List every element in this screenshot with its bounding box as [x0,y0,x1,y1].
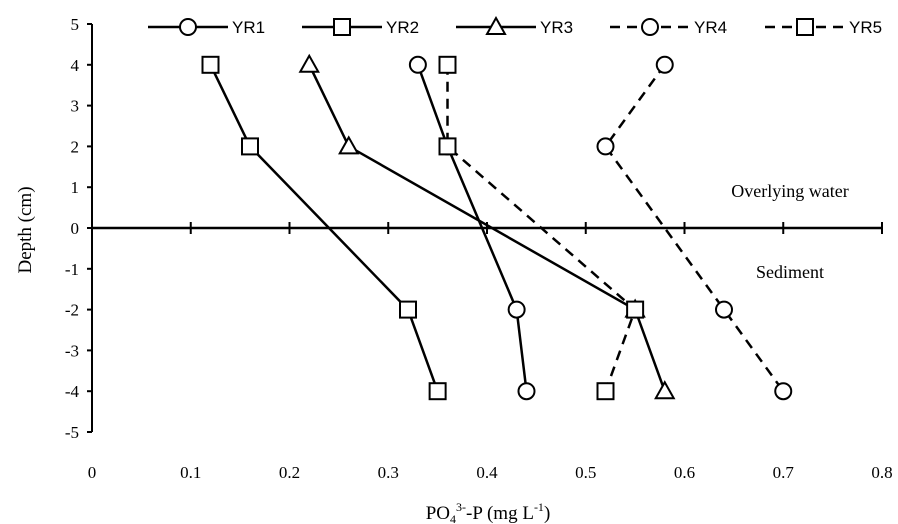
data-point-yr2 [241,137,259,156]
series-yr5 [438,55,645,401]
x-tick-label: 0.8 [871,463,892,482]
data-point-yr1 [408,55,427,74]
data-point-yr5 [596,382,615,401]
x-axis-title-mid: -P (mg L [466,503,534,524]
data-point-yr3 [338,135,360,155]
data-point-yr3 [298,53,320,73]
data-point-yr4 [655,55,674,74]
x-tick-label: 0.6 [674,463,695,482]
x-tick-label: 0.5 [575,463,596,482]
y-axis-title: Depth (cm) [15,186,36,273]
legend-label: YR4 [694,18,727,37]
legend: YR1 YR2 YR3 YR4 YR5 [148,15,882,37]
legend-item-yr5: YR5 [765,18,882,37]
legend-item-yr2: YR2 [302,18,419,37]
y-tick-label: 3 [71,97,80,116]
y-tick-label: -1 [65,260,79,279]
y-tick-label: -4 [65,382,80,401]
x-axis-title-sup: 3- [456,500,466,514]
legend-label: YR5 [849,18,882,37]
series-line-yr1 [416,64,528,392]
legend-marker [179,18,197,36]
legend-item-yr1: YR1 [148,18,265,37]
legend-marker [485,15,507,35]
x-axis-title-unit-sup: -1 [534,500,544,514]
x-tick-label: 0.7 [773,463,795,482]
legend-item-yr3: YR3 [456,15,573,37]
x-axis-title-end: ) [544,503,550,524]
series-line-yr5 [446,64,637,392]
legend-label: YR3 [540,18,573,37]
data-point-yr5 [438,137,457,156]
legend-item-yr4: YR4 [610,18,727,37]
data-point-yr1 [517,382,536,401]
annotation-sediment: Sediment [756,262,824,282]
y-tick-label: 5 [71,15,80,34]
data-point-yr4 [596,137,615,156]
data-point-yr2 [399,300,417,319]
x-axis-title: PO43--P (mg L-1) [426,500,551,524]
series-yr2 [201,55,447,401]
x-axis-title-base: PO [426,503,450,524]
axes: 5 4 3 2 1 0 -1 -2 -3 -4 -5 0 0.1 0.2 0.3 0.4 0.5 0.6 0.7 0.… [65,15,893,482]
x-tick-label: 0.3 [378,463,399,482]
x-axis-title-sub: 4 [450,512,456,524]
annotation-overlying-water: Overlying water [731,181,848,201]
data-point-yr1 [507,300,526,319]
series-line-yr3 [308,64,666,392]
y-tick-label: 0 [71,219,80,238]
legend-marker [796,18,814,36]
legend-label: YR2 [386,18,419,37]
data-point-yr4 [774,382,793,401]
x-tick-label: 0 [88,463,97,482]
y-tick-label: -3 [65,341,79,360]
series-yr4 [596,55,793,401]
series-line-yr2 [209,64,439,392]
x-tick-label: 0.1 [180,463,201,482]
data-point-yr5 [438,55,457,74]
legend-marker [641,18,659,36]
series-layer [201,53,793,401]
y-tick-label: 4 [71,56,80,75]
legend-marker [333,18,351,36]
data-point-yr2 [201,55,220,74]
data-point-yr3 [654,380,676,400]
data-point-yr4 [715,300,733,319]
x-tick-label: 0.2 [279,463,300,482]
y-tick-label: 2 [71,137,80,156]
y-tick-label: -2 [65,301,79,320]
x-tick-label: 0.4 [476,463,498,482]
y-tick-label: -5 [65,423,79,442]
data-point-yr5 [626,300,645,319]
y-tick-label: 1 [71,178,80,197]
legend-label: YR1 [232,18,265,37]
data-point-yr2 [428,382,447,401]
